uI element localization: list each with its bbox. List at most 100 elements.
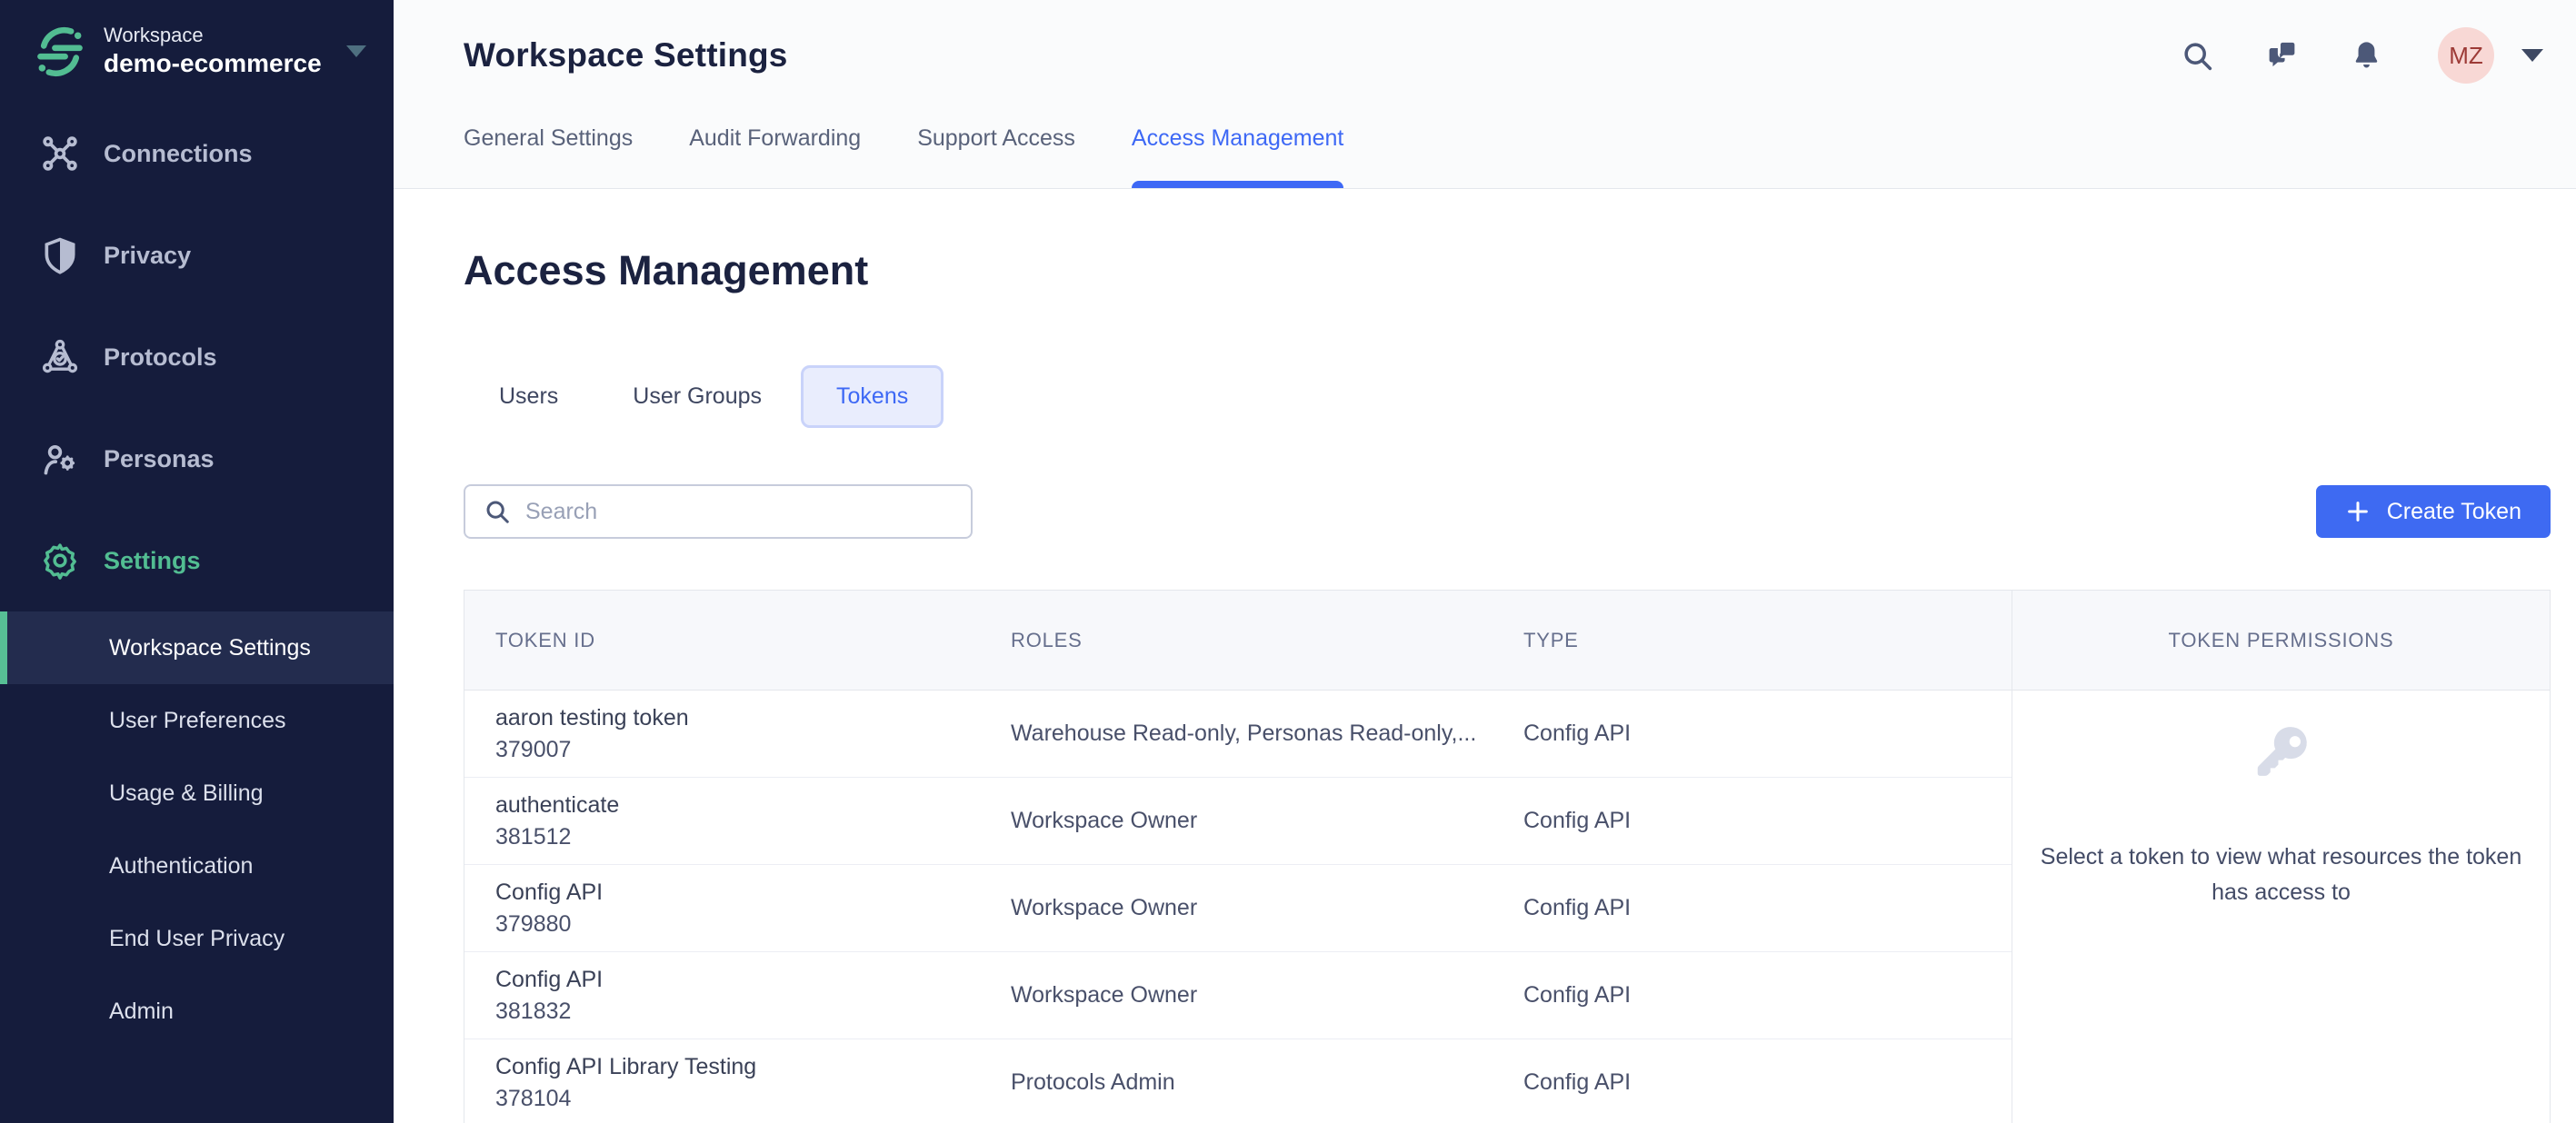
protocols-icon xyxy=(42,340,78,373)
subnav-item-admin[interactable]: Admin xyxy=(0,975,394,1048)
token-id: 381512 xyxy=(495,824,572,850)
privacy-icon xyxy=(45,238,75,275)
sidebar-item-privacy[interactable]: Privacy xyxy=(0,204,394,306)
token-type: Config API xyxy=(1523,982,1632,1008)
content: Access Management Users User Groups Toke… xyxy=(394,189,2576,1123)
sidebar-item-label: Protocols xyxy=(104,343,217,371)
settings-tabs: General Settings Audit Forwarding Suppor… xyxy=(464,125,1344,188)
view-tabs: Users User Groups Tokens xyxy=(464,365,2551,428)
subnav-item-user-preferences[interactable]: User Preferences xyxy=(0,684,394,757)
token-name: Config API xyxy=(495,879,604,905)
token-id: 379007 xyxy=(495,737,572,762)
main-area: Workspace Settings MZ xyxy=(394,0,2576,1123)
tab-users[interactable]: Users xyxy=(499,383,559,409)
sidebar-item-connections[interactable]: Connections xyxy=(0,103,394,204)
tab-support-access[interactable]: Support Access xyxy=(917,125,1075,151)
token-id: 379880 xyxy=(495,911,572,937)
bell-icon[interactable] xyxy=(2350,39,2383,73)
subnav-item-label: Admin xyxy=(109,998,174,1024)
sidebar-nav: Connections Privacy Protocols xyxy=(0,103,394,611)
tab-user-groups[interactable]: User Groups xyxy=(633,383,763,409)
chat-icon[interactable] xyxy=(2265,39,2299,73)
subnav-item-label: Workspace Settings xyxy=(109,634,311,661)
column-header-type: TYPE xyxy=(1523,628,1579,651)
table-header-row: TOKEN ID ROLES TYPE xyxy=(464,591,2012,691)
token-name: aaron testing token xyxy=(495,704,689,730)
settings-icon xyxy=(44,543,76,581)
token-type: Config API xyxy=(1523,808,1632,833)
table-row[interactable]: Config API 379880 Workspace Owner Config… xyxy=(464,865,2012,952)
token-roles: Protocols Admin xyxy=(1011,1069,1175,1095)
subnav-item-end-user-privacy[interactable]: End User Privacy xyxy=(0,902,394,975)
search-input[interactable] xyxy=(525,498,953,525)
sidebar-item-label: Personas xyxy=(104,444,215,472)
token-roles: Workspace Owner xyxy=(1011,895,1198,920)
workspace-name: demo-ecommerce xyxy=(104,49,322,78)
workspace-label: Workspace xyxy=(104,24,204,46)
workspace-caret-icon[interactable] xyxy=(346,45,366,58)
sidebar-item-label: Connections xyxy=(104,139,253,167)
sidebar-item-label: Settings xyxy=(104,546,201,574)
token-permissions-empty-text: Select a token to view what resources th… xyxy=(2040,844,2522,905)
topbar: Workspace Settings MZ xyxy=(394,0,2576,189)
tab-general-settings[interactable]: General Settings xyxy=(464,125,634,151)
profile-caret-icon[interactable] xyxy=(2521,49,2543,62)
subnav-item-label: Authentication xyxy=(109,852,254,879)
tab-tokens[interactable]: Tokens xyxy=(801,365,944,428)
table-row[interactable]: aaron testing token 379007 Warehouse Rea… xyxy=(464,691,2012,778)
token-roles: Workspace Owner xyxy=(1011,808,1198,833)
workspace-switcher[interactable]: Workspace demo-ecommerce xyxy=(0,0,394,79)
subnav-item-label: Usage & Billing xyxy=(109,780,264,806)
page-title: Workspace Settings xyxy=(464,36,788,74)
token-type: Config API xyxy=(1523,1069,1632,1095)
subnav-item-workspace-settings[interactable]: Workspace Settings xyxy=(0,611,394,685)
token-type: Config API xyxy=(1523,721,1632,746)
token-permissions-empty-state: Select a token to view what resources th… xyxy=(2012,691,2550,1123)
table-row[interactable]: Config API Library Testing 378104 Protoc… xyxy=(464,1039,2012,1123)
token-id: 378104 xyxy=(495,1086,572,1111)
column-header-token-id: TOKEN ID xyxy=(495,628,595,651)
token-type: Config API xyxy=(1523,895,1632,920)
toolbar: Create Token xyxy=(464,484,2551,539)
tokens-table: TOKEN ID ROLES TYPE aaron testing token … xyxy=(464,590,2551,1123)
search-icon xyxy=(486,501,509,523)
sidebar-subnav: Workspace Settings User Preferences Usag… xyxy=(0,611,394,1048)
token-name: authenticate xyxy=(495,791,620,818)
sidebar-item-settings[interactable]: Settings xyxy=(0,510,394,611)
section-heading: Access Management xyxy=(464,247,869,293)
avatar[interactable]: MZ xyxy=(2438,27,2494,84)
table-row[interactable]: authenticate 381512 Workspace Owner Conf… xyxy=(464,778,2012,865)
token-roles: Warehouse Read-only, Personas Read-only,… xyxy=(1011,721,1477,746)
token-roles: Workspace Owner xyxy=(1011,982,1198,1008)
token-search xyxy=(464,484,973,539)
sidebar-item-protocols[interactable]: Protocols xyxy=(0,306,394,408)
key-icon xyxy=(2257,727,2307,776)
connections-icon xyxy=(43,136,77,172)
token-permissions-panel: TOKEN PERMISSIONS Select a token to view… xyxy=(2012,591,2550,1123)
workspace-info: Workspace demo-ecommerce xyxy=(104,24,322,79)
subnav-item-usage-billing[interactable]: Usage & Billing xyxy=(0,757,394,830)
tokens-table-main: TOKEN ID ROLES TYPE aaron testing token … xyxy=(464,591,2012,1123)
table-row[interactable]: Config API 381832 Workspace Owner Config… xyxy=(464,952,2012,1039)
column-header-roles: ROLES xyxy=(1011,628,1083,651)
token-name: Config API Library Testing xyxy=(495,1053,757,1079)
tab-audit-forwarding[interactable]: Audit Forwarding xyxy=(689,125,862,151)
subnav-item-label: User Preferences xyxy=(109,707,286,733)
subnav-item-label: End User Privacy xyxy=(109,925,285,951)
token-name: Config API xyxy=(495,966,604,992)
create-token-button[interactable]: Create Token xyxy=(2315,485,2551,538)
token-id: 381832 xyxy=(495,999,572,1024)
search-icon[interactable] xyxy=(2181,39,2214,73)
create-token-label: Create Token xyxy=(2386,498,2521,524)
topbar-actions: MZ xyxy=(2181,27,2543,84)
segment-logo-icon xyxy=(37,26,83,76)
sidebar-item-personas[interactable]: Personas xyxy=(0,408,394,510)
token-permissions-header: TOKEN PERMISSIONS xyxy=(2012,591,2550,691)
tab-access-management[interactable]: Access Management xyxy=(1131,125,1344,188)
subnav-item-authentication[interactable]: Authentication xyxy=(0,830,394,902)
sidebar: Workspace demo-ecommerce Connections Pri… xyxy=(0,0,394,1123)
personas-icon xyxy=(44,445,75,475)
plus-icon xyxy=(2347,502,2368,522)
sidebar-item-label: Privacy xyxy=(104,241,192,269)
